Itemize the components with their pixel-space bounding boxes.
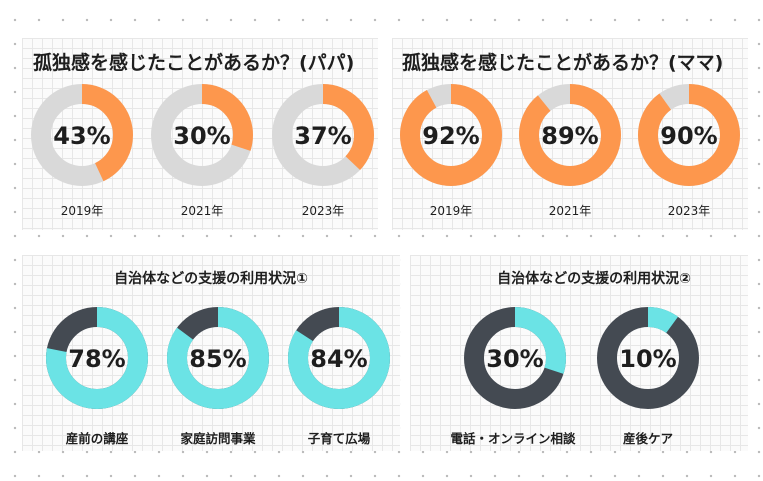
- papa-chart-title: 孤独感を感じたことがあるか？(パパ): [33, 52, 355, 74]
- caption-prenatal-class: 産前の講座: [65, 431, 129, 446]
- donut-papa-2023-percent-label: 37%: [294, 122, 351, 150]
- donut-home-visit-value-arc: [167, 307, 269, 409]
- support-usage-2-title: 自治体などの支援の利用状況②: [497, 271, 691, 287]
- caption-mama-2021: 2021年: [548, 204, 592, 218]
- donut-papa-2019: 43%: [31, 84, 133, 186]
- caption-papa-2019: 2019年: [60, 204, 104, 218]
- donut-mama-2019-value-arc: [400, 84, 502, 186]
- donut-phone-online-consult: 30%: [464, 307, 566, 409]
- donut-papa-2021-value-arc: [151, 84, 253, 186]
- donut-mama-2021-percent-label: 89%: [541, 122, 598, 150]
- donut-parenting-plaza: 84%: [288, 307, 390, 409]
- donut-postpartum-care-percent-label: 10%: [619, 345, 676, 373]
- donut-papa-2023: 37%: [272, 84, 374, 186]
- donut-prenatal-class: 78%: [46, 307, 148, 409]
- donut-prenatal-class-value-arc: [46, 307, 148, 409]
- donut-papa-2021-percent-label: 30%: [173, 122, 230, 150]
- donut-mama-2019: 92%: [400, 84, 502, 186]
- donut-mama-2023-percent-label: 90%: [660, 122, 717, 150]
- donut-parenting-plaza-value-arc: [288, 307, 390, 409]
- donut-mama-2023-value-arc: [638, 84, 740, 186]
- donut-phone-online-consult-value-arc: [464, 307, 566, 409]
- donut-papa-2023-value-arc: [272, 84, 374, 186]
- donut-papa-2019-percent-label: 43%: [53, 122, 110, 150]
- donut-postpartum-care: 10%: [597, 307, 699, 409]
- donut-papa-2021: 30%: [151, 84, 253, 186]
- caption-papa-2023: 2023年: [301, 204, 345, 218]
- donut-papa-2019-value-arc: [31, 84, 133, 186]
- caption-papa-2021: 2021年: [180, 204, 224, 218]
- caption-phone-online-consult: 電話・オンライン相談: [450, 431, 576, 446]
- donut-mama-2023: 90%: [638, 84, 740, 186]
- donut-home-visit-percent-label: 85%: [189, 345, 246, 373]
- mama-loneliness-panel: [392, 38, 748, 230]
- donut-postpartum-care-value-arc: [597, 307, 699, 409]
- caption-parenting-plaza: 子育て広場: [307, 431, 371, 446]
- donut-mama-2021-value-arc: [519, 84, 621, 186]
- caption-postpartum-care: 産後ケア: [622, 431, 674, 446]
- donut-home-visit: 85%: [167, 307, 269, 409]
- donut-phone-online-consult-percent-label: 30%: [486, 345, 543, 373]
- caption-mama-2019: 2019年: [429, 204, 473, 218]
- donut-mama-2019-percent-label: 92%: [422, 122, 479, 150]
- caption-mama-2023: 2023年: [667, 204, 711, 218]
- mama-chart-title: 孤独感を感じたことがあるか？(ママ): [402, 52, 724, 74]
- support-usage-1-title: 自治体などの支援の利用状況①: [114, 271, 308, 287]
- papa-loneliness-panel: [22, 38, 378, 230]
- donut-parenting-plaza-percent-label: 84%: [310, 345, 367, 373]
- support-usage-1-panel: [22, 255, 400, 451]
- donut-mama-2021: 89%: [519, 84, 621, 186]
- donut-prenatal-class-percent-label: 78%: [68, 345, 125, 373]
- caption-home-visit: 家庭訪問事業: [180, 431, 256, 446]
